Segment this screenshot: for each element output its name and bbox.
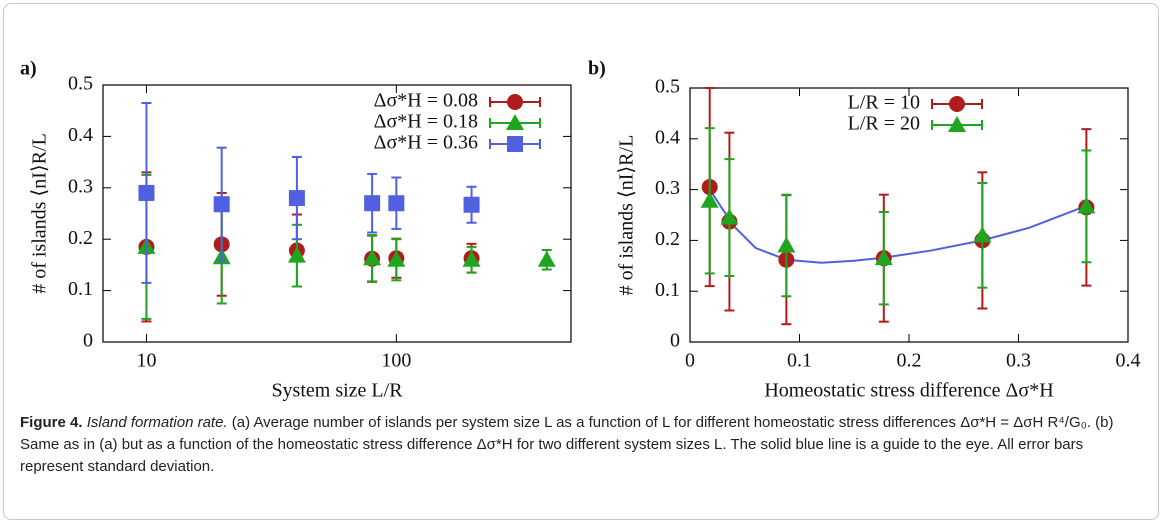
- marker: [288, 190, 305, 207]
- marker: [388, 195, 405, 212]
- marker: [287, 246, 306, 263]
- legend-marker: [507, 94, 523, 110]
- caption: Figure 4. Island formation rate. (a) Ave…: [20, 412, 1140, 478]
- caption-label: Figure 4.: [20, 414, 83, 431]
- guide-curve: [708, 189, 1087, 264]
- marker: [138, 184, 155, 201]
- x-axis-label: System size L/R: [271, 380, 403, 402]
- marker: [213, 196, 230, 213]
- marker: [363, 249, 382, 266]
- caption-title: Island formation rate.: [86, 414, 228, 431]
- legend-label: Δσ*H = 0.36: [374, 132, 478, 154]
- y-tick-label: 0.3: [68, 175, 93, 197]
- figure: a) 0 0.1 0.2 0.3 0.4 0.5 10 100 System size L/R # …: [20, 58, 1141, 402]
- x-tick-label: 0.4: [1116, 350, 1141, 372]
- x-tick-label: 0.1: [787, 350, 812, 372]
- legend-marker: [949, 96, 965, 112]
- y-tick-label: 0.5: [655, 76, 680, 98]
- legend-label: L/R = 20: [848, 113, 920, 135]
- caption-text: (a) Average number of islands per system…: [20, 414, 1114, 475]
- legend-label: L/R = 10: [848, 92, 920, 114]
- marker: [1077, 197, 1096, 214]
- panel-label: b): [588, 58, 606, 80]
- marker: [364, 195, 381, 212]
- y-tick-label: 0.1: [655, 279, 680, 301]
- marker: [537, 250, 556, 267]
- y-tick-label: 0.2: [655, 228, 680, 250]
- y-tick-label: 0.2: [68, 227, 93, 249]
- legend-label: Δσ*H = 0.08: [374, 90, 478, 112]
- marker: [462, 250, 481, 267]
- marker: [973, 226, 992, 243]
- legend-marker: [948, 116, 966, 132]
- x-tick-label: 0: [685, 350, 695, 372]
- y-tick-label: 0.1: [68, 278, 93, 300]
- x-tick-label: 0.2: [897, 350, 922, 372]
- x-tick-label: 100: [381, 350, 411, 372]
- y-tick-label: 0.4: [655, 126, 680, 148]
- marker: [463, 196, 480, 213]
- marker: [874, 249, 893, 266]
- marker: [720, 208, 739, 225]
- marker: [700, 191, 719, 208]
- y-axis-label: # of islands ⟨nI⟩R/L: [29, 133, 51, 294]
- y-tick-label: 0: [83, 330, 93, 352]
- marker: [777, 236, 796, 253]
- y-tick-label: 0.5: [68, 73, 93, 95]
- panel-label: a): [20, 58, 37, 80]
- legend-marker: [506, 114, 524, 130]
- figure-frame: [3, 3, 1159, 520]
- y-tick-label: 0.3: [655, 177, 680, 199]
- legend-marker: [507, 136, 523, 152]
- x-axis-label: Homeostatic stress difference Δσ*H: [764, 380, 1053, 402]
- marker: [387, 250, 406, 267]
- plot-frame: [102, 84, 572, 343]
- x-tick-label: 0.3: [1006, 350, 1031, 372]
- y-tick-label: 0.4: [68, 124, 93, 146]
- y-tick-label: 0: [670, 330, 680, 352]
- y-axis-label: # of islands ⟨nI⟩R/L: [616, 135, 638, 296]
- x-tick-label: 10: [136, 350, 156, 372]
- legend-label: Δσ*H = 0.18: [374, 111, 478, 133]
